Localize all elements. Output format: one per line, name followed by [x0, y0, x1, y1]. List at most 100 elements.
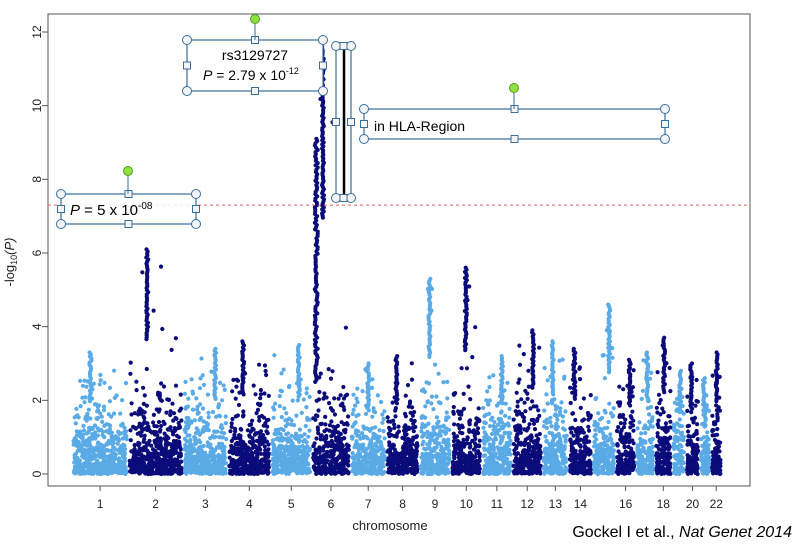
chromosome-7-points [350, 361, 387, 476]
snp-point [554, 422, 558, 426]
snp-point [500, 354, 504, 358]
snp-point [218, 381, 222, 385]
snp-point [316, 408, 320, 412]
snp-point [493, 437, 497, 441]
snp-point [396, 460, 400, 464]
snp-point [391, 464, 395, 468]
snp-point [281, 428, 285, 432]
x-tick-label: 11 [491, 497, 504, 511]
snp-point [404, 414, 408, 418]
snp-point [100, 415, 104, 419]
snp-point [136, 468, 140, 472]
x-tick-label: 9 [432, 497, 439, 511]
snp-point [283, 463, 287, 467]
snp-point [322, 463, 326, 467]
snp-point [329, 419, 333, 423]
snp-point [367, 361, 371, 365]
snp-point [458, 417, 462, 421]
snp-point [305, 391, 309, 395]
snp-point [433, 440, 437, 444]
snp-point [82, 428, 86, 432]
snp-point [559, 449, 563, 453]
snp-point [530, 468, 534, 472]
snp-point [278, 394, 282, 398]
snp-point [239, 428, 243, 432]
snp-point [499, 465, 503, 469]
snp-point [411, 449, 415, 453]
snp-point [535, 461, 539, 465]
snp-point [298, 428, 302, 432]
snp-point [296, 438, 300, 442]
snp-point [271, 438, 275, 442]
snp-point [267, 394, 271, 398]
chromosome-3-points [183, 347, 229, 476]
snp-point [360, 446, 364, 450]
snp-point [102, 405, 106, 409]
snp-point [373, 453, 377, 457]
snp-point [530, 399, 534, 403]
snp-point [351, 425, 355, 429]
snp-point [88, 416, 92, 420]
snp-point [286, 463, 290, 467]
x-tick-label: 13 [549, 497, 563, 511]
snp-point [536, 467, 540, 471]
snp-point [336, 464, 340, 468]
snp-point [104, 471, 108, 475]
snp-point [332, 396, 336, 400]
snp-point [482, 472, 486, 476]
x-tick-label: 4 [246, 497, 253, 511]
snp-point [252, 384, 256, 388]
snp-point [147, 466, 151, 470]
snp-point [112, 461, 116, 465]
snp-point [190, 377, 194, 381]
snp-point [199, 356, 203, 360]
snp-point [231, 378, 235, 382]
snp-point [358, 466, 362, 470]
snp-point [98, 373, 102, 377]
snp-point [486, 468, 490, 472]
snp-point [488, 424, 492, 428]
snp-point [121, 422, 125, 426]
snp-point [234, 452, 238, 456]
snp-point [458, 430, 462, 434]
snp-point [158, 407, 162, 411]
snp-point [234, 385, 238, 389]
snp-point [555, 471, 559, 475]
snp-point [234, 436, 238, 440]
snp-point [564, 460, 568, 464]
snp-point [559, 400, 563, 404]
snp-point [435, 415, 439, 419]
snp-point [461, 441, 465, 445]
snp-point [438, 401, 442, 405]
snp-point [154, 430, 158, 434]
snp-point [353, 404, 357, 408]
snp-point [186, 433, 190, 437]
snp-point [404, 394, 408, 398]
snp-point [159, 424, 163, 428]
snp-point [549, 453, 553, 457]
snp-point [421, 414, 425, 418]
snp-point [402, 454, 406, 458]
snp-point [284, 432, 288, 436]
snp-point [278, 404, 282, 408]
snp-point [120, 398, 124, 402]
snp-point [454, 461, 458, 465]
snp-point [184, 407, 188, 411]
snp-point [300, 411, 304, 415]
snp-point [264, 369, 268, 373]
snp-point [256, 472, 260, 476]
snp-point [508, 452, 512, 456]
snp-point [507, 416, 511, 420]
snp-point [383, 436, 387, 440]
snp-point [303, 463, 307, 467]
snp-point [183, 392, 187, 396]
snp-point [243, 458, 247, 462]
snp-point [551, 470, 555, 474]
snp-point [242, 452, 246, 456]
snp-point [387, 432, 391, 436]
snp-point [153, 463, 157, 467]
snp-point [142, 437, 146, 441]
snp-point [241, 409, 245, 413]
snp-point [170, 402, 174, 406]
